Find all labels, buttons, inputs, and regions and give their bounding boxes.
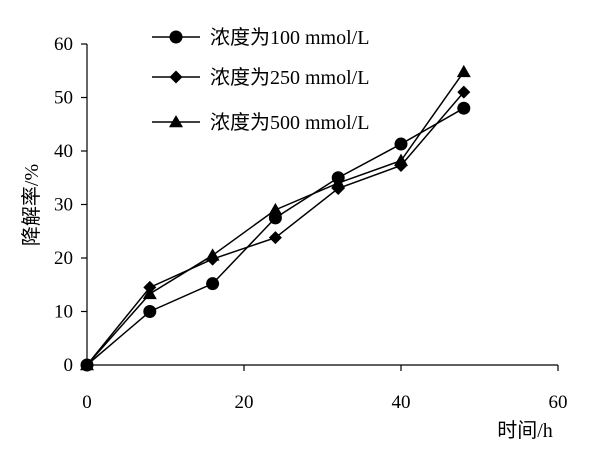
data-point [457, 101, 471, 115]
y-tick-label: 0 [64, 355, 74, 376]
x-tick-label: 40 [392, 392, 411, 413]
y-tick-label: 60 [54, 34, 73, 55]
data-point [456, 64, 471, 78]
y-tick-label: 20 [54, 248, 73, 269]
data-point [206, 277, 220, 291]
data-point [331, 176, 346, 189]
x-tick-label: 0 [82, 392, 92, 413]
legend: 浓度为100 mmol/L 浓度为250 mmol/L 浓度为500 mmol/L [152, 26, 369, 134]
legend-entry: 浓度为250 mmol/L [152, 66, 369, 89]
legend-label: 浓度为100 mmol/L [210, 26, 369, 49]
y-tick-label: 40 [54, 141, 73, 162]
data-point [143, 305, 157, 318]
series-1 [80, 101, 471, 372]
x-tick-label: 20 [235, 392, 254, 413]
data-point [394, 137, 408, 151]
legend-marker [169, 115, 183, 128]
legend-entry: 浓度为100 mmol/L [152, 26, 369, 49]
x-tick-label: 60 [549, 392, 568, 413]
legend-label: 浓度为500 mmol/L [210, 111, 369, 134]
data-point [142, 286, 157, 300]
y-tick-label: 10 [54, 302, 73, 323]
x-axis-title: 时间/h [497, 419, 553, 442]
data-point [80, 358, 94, 371]
y-tick-label: 50 [54, 88, 73, 109]
y-axis-title: 降解率/% [20, 164, 43, 246]
y-tick-label: 30 [54, 195, 73, 216]
data-point [394, 153, 408, 166]
data-point [268, 231, 282, 245]
axes: 0 10 20 30 40 50 60 0 20 40 60 [54, 34, 568, 413]
legend-marker [169, 70, 183, 84]
series-3 [80, 64, 471, 371]
legend-label: 浓度为250 mmol/L [210, 66, 369, 89]
legend-entry: 浓度为500 mmol/L [152, 111, 369, 134]
legend-marker [169, 30, 183, 44]
series-layer [80, 64, 471, 372]
data-point [457, 85, 471, 99]
data-point [268, 202, 283, 216]
data-point [205, 248, 220, 261]
